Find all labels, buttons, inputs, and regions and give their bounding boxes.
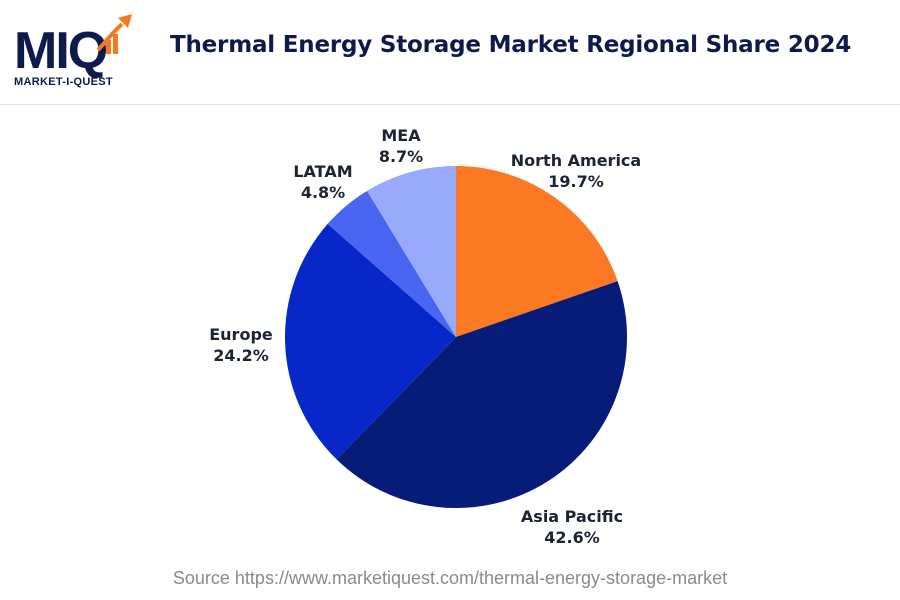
slice-name-label: North America [511,151,641,170]
header: MIQ MARKET-I-QUEST Thermal Energy Storag… [0,0,900,104]
slice-name-label: Asia Pacific [521,507,623,526]
slice-value-label: 24.2% [213,346,269,365]
pie-slice-europe [284,223,456,460]
slice-value-label: 19.7% [548,172,604,191]
slice-name-label: Europe [209,325,273,344]
pie-slice-asia-pacific [336,281,628,509]
slice-value-label: 4.8% [301,183,345,202]
pie-slice-north-america [456,166,618,337]
logo-text: MARKET-I-QUEST [14,76,113,88]
slice-value-label: 8.7% [379,147,423,166]
pie-slice-mea [367,166,456,337]
slice-value-label: 42.6% [544,528,600,547]
slice-name-label: MEA [381,126,421,145]
header-divider [0,104,900,105]
chart-title: Thermal Energy Storage Market Regional S… [170,32,852,58]
miq-logo: MIQ [14,14,132,80]
pie-chart: North America 19.7% Asia Pacific 42.6% Europ… [209,126,641,547]
slice-name-label: LATAM [293,162,352,181]
logo-mark: MIQ [14,22,107,80]
pie-slice-latam [327,190,456,337]
source-text: Source https://www.marketiquest.com/ther… [172,568,728,588]
rising-arrow-chart-icon [96,14,132,54]
